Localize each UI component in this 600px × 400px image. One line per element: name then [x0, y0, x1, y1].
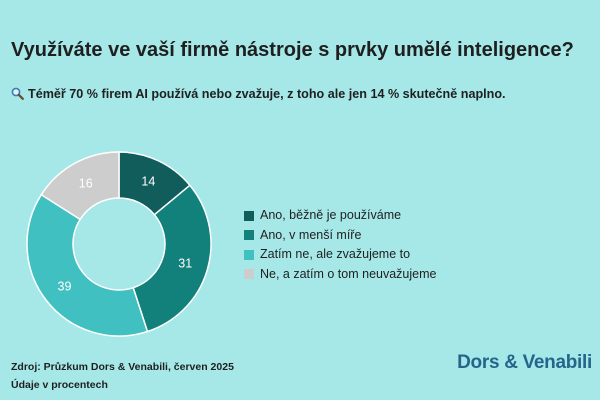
legend-item-ano-v-mensi-mire: Ano, v menší míře	[244, 226, 436, 246]
legend-label: Ano, v menší míře	[260, 227, 362, 242]
legend-label: Ne, a zatím o tom neuvažujeme	[260, 266, 437, 281]
slice-value-label: 31	[178, 256, 192, 270]
legend-item-zatim-ne-ale-zvazujeme-to: Zatím ne, ale zvažujeme to	[244, 245, 436, 265]
subtitle-text: Téměř 70 % firem AI používá nebo zvažuje…	[28, 87, 506, 101]
slice-value-label: 39	[58, 279, 72, 293]
legend-label: Ano, běžně je používáme	[260, 208, 402, 222]
legend-item-ano-bezne-je-pouzivame: Ano, běžně je používáme	[244, 206, 436, 226]
legend-swatch	[244, 249, 254, 260]
donut-slice-ano-v-mensi-mire	[132, 184, 212, 333]
slice-value-label: 14	[141, 175, 155, 189]
legend-label: Zatím ne, ale zvažujeme to	[260, 247, 411, 261]
chart-footer: Zdroj: Průzkum Dors & Venabili, červen 2…	[11, 358, 234, 394]
legend-swatch	[244, 210, 254, 221]
donut-slice-zatim-ne-ale-zvazujeme-to	[26, 193, 149, 337]
source-note: Zdroj: Průzkum Dors & Venabili, červen 2…	[11, 361, 234, 373]
legend-swatch	[244, 269, 254, 280]
chart-subtitle: Téměř 70 % firem AI používá nebo zvažuje…	[11, 86, 596, 104]
unit-note: Údaje v procentech	[11, 379, 108, 391]
chart-title: Využíváte ve vaší firmě nástroje s prvky…	[11, 39, 574, 61]
legend-item-ne-a-zatim-o-tom-neuvazujeme: Ne, a zatím o tom neuvažujeme	[244, 265, 436, 285]
chart-legend: Ano, běžně je používáme Ano, v menší míře…	[244, 206, 436, 284]
brand-logo: Dors & Venabili	[457, 352, 592, 373]
donut-slice-ne-a-zatim-o-tom-neuvazujeme	[40, 151, 120, 221]
slice-value-label: 16	[79, 177, 93, 191]
magnifier-icon	[11, 87, 24, 104]
legend-swatch	[244, 230, 254, 241]
